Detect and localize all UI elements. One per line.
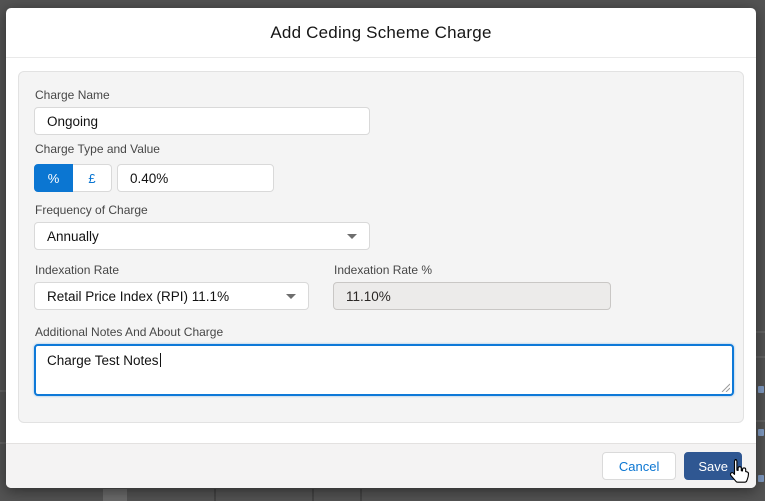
- pound-toggle-button[interactable]: £: [73, 164, 112, 192]
- modal-header: Add Ceding Scheme Charge: [6, 8, 756, 58]
- notes-text: Charge Test Notes: [47, 353, 159, 368]
- notes-group: Additional Notes And About Charge Charge…: [34, 325, 734, 396]
- modal-footer: Cancel Save: [6, 443, 756, 488]
- backdrop-artifact: [360, 489, 362, 501]
- dropdown-arrow-icon: [347, 233, 357, 239]
- charge-type-toggle: % £: [34, 164, 112, 192]
- charge-type-group: Charge Type and Value % £: [34, 142, 728, 192]
- frequency-group: Frequency of Charge Annually: [34, 203, 728, 250]
- frequency-label: Frequency of Charge: [35, 203, 148, 217]
- frequency-dropdown[interactable]: Annually: [34, 222, 370, 250]
- add-ceding-scheme-charge-modal: Add Ceding Scheme Charge Charge Name Cha…: [6, 8, 756, 488]
- backdrop-artifact: [756, 420, 765, 422]
- charge-name-label: Charge Name: [35, 88, 110, 102]
- charge-type-label: Charge Type and Value: [35, 142, 160, 156]
- backdrop-artifact: [758, 475, 764, 482]
- resize-handle-icon[interactable]: [721, 383, 730, 392]
- charge-name-group: Charge Name: [34, 88, 728, 135]
- backdrop-artifact: [758, 386, 764, 393]
- dropdown-arrow-icon: [286, 293, 296, 299]
- form-panel: Charge Name Charge Type and Value % £: [18, 71, 744, 423]
- indexation-row: Indexation Rate Retail Price Index (RPI)…: [34, 263, 728, 310]
- backdrop-artifact: [214, 489, 216, 501]
- charge-name-input[interactable]: [34, 107, 370, 135]
- backdrop-artifact: [758, 429, 764, 436]
- indexation-rate-percent-input: 11.10%: [333, 282, 611, 310]
- backdrop-artifact: [312, 489, 314, 501]
- modal-body: Charge Name Charge Type and Value % £: [6, 58, 756, 443]
- indexation-rate-percent-value: 11.10%: [346, 288, 391, 304]
- indexation-rate-group: Indexation Rate Retail Price Index (RPI)…: [34, 263, 309, 310]
- save-button[interactable]: Save: [684, 452, 742, 480]
- cancel-button[interactable]: Cancel: [601, 452, 677, 480]
- frequency-selected-value: Annually: [47, 228, 99, 244]
- notes-label: Additional Notes And About Charge: [35, 325, 224, 339]
- indexation-rate-selected-value: Retail Price Index (RPI) 11.1%: [47, 288, 230, 304]
- indexation-rate-dropdown[interactable]: Retail Price Index (RPI) 11.1%: [34, 282, 309, 310]
- indexation-rate-percent-group: Indexation Rate % 11.10%: [333, 263, 611, 310]
- backdrop-artifact: [756, 356, 765, 358]
- backdrop-artifact: [756, 331, 765, 333]
- charge-value-input[interactable]: [117, 164, 274, 192]
- text-caret: [159, 353, 161, 367]
- modal-title: Add Ceding Scheme Charge: [270, 22, 492, 42]
- indexation-rate-label: Indexation Rate: [35, 263, 120, 277]
- indexation-rate-percent-label: Indexation Rate %: [334, 263, 433, 277]
- backdrop-artifact: [103, 489, 127, 501]
- notes-textarea[interactable]: Charge Test Notes: [34, 344, 734, 396]
- percent-toggle-button[interactable]: %: [34, 164, 73, 192]
